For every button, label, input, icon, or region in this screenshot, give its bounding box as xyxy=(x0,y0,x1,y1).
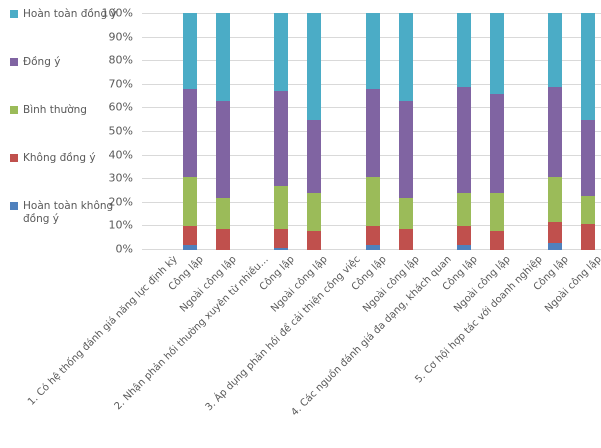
y-tick-label: 40% xyxy=(108,148,133,162)
x-label-bar: Công lập xyxy=(440,254,480,294)
bar-3-ngoai-cong-lap xyxy=(398,13,413,250)
bar-segment xyxy=(489,193,504,232)
legend-label: Đồng ý xyxy=(23,56,61,68)
x-label-bar: Công lập xyxy=(258,254,298,294)
legend-swatch xyxy=(10,154,18,162)
bar-segment xyxy=(398,197,413,229)
bar-3-cong-lap xyxy=(365,13,380,250)
bar-segment xyxy=(581,119,596,196)
legend-swatch xyxy=(10,58,18,66)
legend-item: Hoàn toàn đồng ý xyxy=(10,8,117,21)
y-tick-label: 80% xyxy=(108,53,133,67)
x-label-bar: Công lập xyxy=(166,254,206,294)
bar-segment xyxy=(274,228,289,248)
bar-segment xyxy=(456,86,471,194)
bar-segment xyxy=(489,231,504,250)
bar-segment xyxy=(183,245,197,250)
bar-segment xyxy=(183,88,197,177)
bar-segment xyxy=(274,247,289,250)
y-axis-tick-labels: 100% 90% 80% 70% 60% 50% 40% 30% 20% 10% 0% xyxy=(0,7,133,256)
x-label-bar: Ngoài công lập xyxy=(543,254,601,315)
y-tick-label: 10% xyxy=(108,218,133,232)
bar-segment xyxy=(274,91,289,187)
bar-segment xyxy=(489,13,504,94)
bar-2-cong-lap xyxy=(274,13,289,250)
x-label-bar: Ngoài công lập xyxy=(178,254,239,315)
bar-segment xyxy=(581,223,596,250)
x-label-bar: Công lập xyxy=(349,254,389,294)
bar-segment xyxy=(216,100,230,198)
bar-segment xyxy=(183,176,197,227)
legend-swatch xyxy=(10,10,18,18)
x-label-bar: Ngoài công lập xyxy=(452,254,513,315)
bar-segment xyxy=(307,119,322,194)
bar-segment xyxy=(548,221,563,243)
bar-segment xyxy=(216,197,230,229)
bar-segment xyxy=(548,86,563,177)
bar-segment xyxy=(456,193,471,227)
bar-4-cong-lap xyxy=(456,13,471,250)
legend-label: Hoàn toàn đồng ý xyxy=(23,8,117,20)
y-tick-label: 30% xyxy=(108,171,133,185)
legend-label: Bình thường xyxy=(23,104,87,116)
legend-item: Hoàn toàn không đồng ý xyxy=(10,200,138,226)
y-tick-label: 20% xyxy=(108,195,133,209)
bar-segment xyxy=(365,88,380,177)
x-label-bar: Ngoài công lập xyxy=(360,254,422,315)
bar-segment xyxy=(548,176,563,222)
x-label-bar: Công lập xyxy=(531,254,571,294)
bar-segment xyxy=(307,193,322,232)
legend-swatch xyxy=(10,202,18,210)
bar-segment xyxy=(398,13,413,101)
legend-swatch xyxy=(10,106,18,114)
bar-segment xyxy=(489,93,504,194)
bar-segment xyxy=(216,228,230,250)
bar-segment xyxy=(398,228,413,250)
bar-5-cong-lap xyxy=(548,13,563,250)
legend-label: Không đồng ý xyxy=(23,152,96,164)
bar-segment xyxy=(456,226,471,246)
x-label-bar: Ngoài công lập xyxy=(269,254,331,315)
x-label-group: 2. Nhận phản hồi thường xuyên từ nhiều… xyxy=(112,254,272,413)
y-tick-label: 90% xyxy=(108,30,133,44)
bar-segment xyxy=(581,13,596,120)
bar-segment xyxy=(274,186,289,229)
x-label-group: 5. Cơ hội hợp tác với doanh nghiệp xyxy=(413,254,545,386)
bar-segment xyxy=(365,13,380,89)
x-label-group: 3. Áp dụng phản hồi để cải thiện công vi… xyxy=(203,254,363,414)
x-label-group: 4. Các nguồn đánh giá đa dạng, khách qua… xyxy=(289,254,454,419)
bar-segment xyxy=(548,242,563,250)
legend-item: Đồng ý xyxy=(10,56,60,69)
bar-segment xyxy=(183,226,197,246)
y-tick-label: 60% xyxy=(108,100,133,114)
bar-segment xyxy=(307,13,322,120)
y-tick-label: 50% xyxy=(108,124,133,138)
bar-segment xyxy=(183,13,197,89)
bar-segment xyxy=(307,231,322,250)
bar-4-ngoai-cong-lap xyxy=(489,13,504,250)
bar-segment xyxy=(456,13,471,87)
x-label-group: 1. Có hệ thống đánh giá năng lực định kỳ xyxy=(25,254,180,408)
bar-5-ngoai-cong-lap xyxy=(581,13,596,250)
bar-segment xyxy=(398,100,413,198)
bar-segment xyxy=(365,245,380,250)
bar-2-ngoai-cong-lap xyxy=(307,13,322,250)
bar-segment xyxy=(548,13,563,87)
bar-segment xyxy=(365,176,380,227)
bar-segment xyxy=(365,226,380,246)
y-tick-label: 100% xyxy=(101,6,133,20)
bar-1-ngoai-cong-lap xyxy=(216,13,230,250)
bar-1-cong-lap xyxy=(183,13,197,250)
bar-segment xyxy=(274,13,289,92)
legend-item: Bình thường xyxy=(10,104,87,117)
bar-segment xyxy=(581,195,596,224)
legend-label: Hoàn toàn không đồng ý xyxy=(23,200,114,226)
y-tick-label: 70% xyxy=(108,77,133,91)
bar-segment xyxy=(456,245,471,250)
plot-area xyxy=(142,13,601,250)
y-tick-label: 0% xyxy=(115,242,133,256)
legend-item: Không đồng ý xyxy=(10,152,96,165)
bar-segment xyxy=(216,13,230,101)
